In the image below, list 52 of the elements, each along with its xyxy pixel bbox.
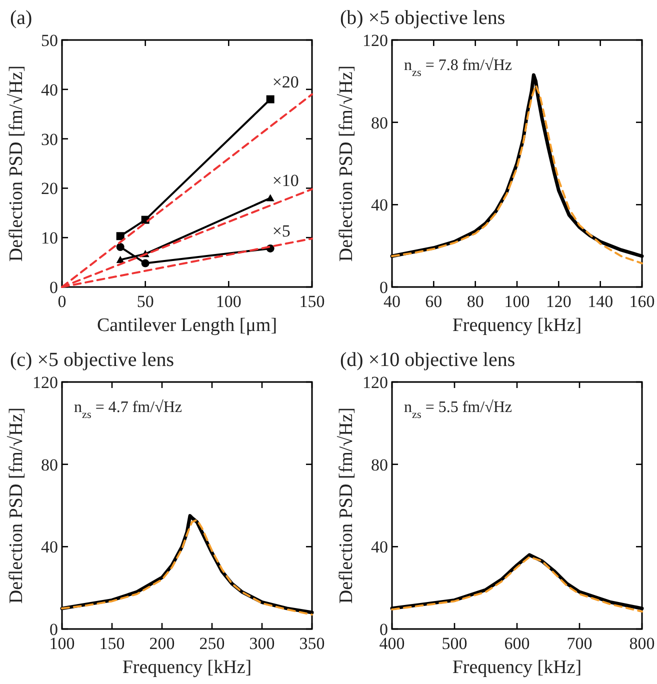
chart-title: (d) ×10 objective lens (340, 349, 516, 371)
x-axis-title: Frequency [kHz] (452, 657, 582, 678)
x-axis-title: Cantilever Length [μm] (96, 315, 278, 336)
y-tick-label: 40 (41, 538, 58, 557)
legend-label: ×5 (272, 221, 290, 240)
x-tick-label: 500 (442, 634, 468, 653)
y-tick-label: 0 (380, 278, 388, 297)
x-tick-label: 150 (299, 292, 325, 311)
x-axis-title: Frequency [kHz] (122, 657, 252, 678)
y-tick-label: 120 (362, 31, 388, 50)
x-tick-label: 60 (425, 292, 442, 311)
y-tick-label: 80 (41, 455, 58, 474)
annotation: n$_{zs}$ = 5.5 fm/√Hz (404, 399, 512, 421)
y-tick-label: 80 (371, 113, 388, 132)
y-tick-label: 120 (362, 373, 388, 392)
x-tick-label: 50 (136, 292, 154, 311)
y-axis-title: Deflection PSD [fm/√Hz] (336, 65, 357, 262)
x-tick-label: 250 (199, 634, 225, 653)
chart-title: (c) ×5 objective lens (10, 349, 174, 371)
annotation: n$_{zs}$ = 4.7 fm/√Hz (74, 399, 182, 421)
x-tick-label: 700 (566, 634, 592, 653)
x-tick-label: 80 (466, 292, 484, 311)
x-tick-label: 150 (99, 634, 125, 653)
annotation: n$_{zs}$ = 7.8 fm/√Hz (404, 57, 512, 79)
x-tick-label: 350 (299, 634, 325, 653)
y-tick-label: 80 (371, 455, 388, 474)
x-tick-label: 100 (216, 292, 242, 311)
x-axis-title: Frequency [kHz] (452, 315, 582, 336)
x-tick-label: 100 (504, 292, 530, 311)
x-tick-label: 200 (149, 634, 175, 653)
x-tick-label: 140 (588, 292, 614, 311)
legend-label: ×20 (272, 72, 299, 92)
legend-label: ×10 (272, 171, 299, 190)
x-tick-label: 120 (546, 292, 572, 311)
y-tick-label: 40 (371, 196, 388, 215)
y-axis-title: Deflection PSD [fm/√Hz] (336, 407, 357, 604)
y-tick-label: 40 (41, 80, 58, 100)
x-tick-label: 300 (249, 634, 275, 653)
y-axis-title: Deflection PSD [fm/√Hz] (6, 407, 27, 604)
y-tick-label: 30 (41, 130, 58, 149)
y-axis-title: Deflection PSD [fm/√Hz] (6, 65, 27, 262)
x-tick-label: 160 (629, 292, 655, 311)
x-tick-label: 600 (504, 634, 530, 653)
chart-title: (a) (10, 7, 32, 29)
y-tick-label: 50 (41, 31, 58, 50)
y-tick-label: 120 (32, 373, 58, 392)
y-tick-label: 0 (50, 278, 58, 297)
chart-title: (b) ×5 objective lens (340, 7, 506, 29)
y-tick-label: 40 (371, 538, 388, 557)
y-tick-label: 20 (41, 179, 58, 198)
y-tick-label: 10 (41, 228, 58, 248)
x-tick-label: 800 (629, 634, 655, 653)
